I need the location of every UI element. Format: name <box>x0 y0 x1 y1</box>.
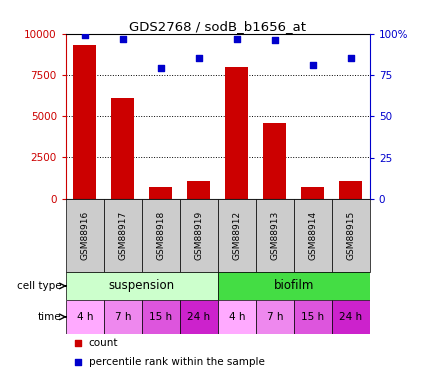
Point <box>272 38 278 44</box>
Point <box>196 56 202 62</box>
Text: GSM88916: GSM88916 <box>80 211 89 260</box>
Text: GSM88915: GSM88915 <box>346 211 355 260</box>
Text: 24 h: 24 h <box>187 312 210 322</box>
Bar <box>111 98 134 199</box>
Point <box>157 65 164 71</box>
Point <box>75 340 82 346</box>
Point <box>233 36 240 42</box>
Text: 4 h: 4 h <box>229 312 245 322</box>
Bar <box>294 199 332 272</box>
Bar <box>225 67 248 199</box>
Text: cell type: cell type <box>17 281 62 291</box>
Text: 7 h: 7 h <box>266 312 283 322</box>
Bar <box>180 300 218 334</box>
Bar <box>218 272 370 300</box>
Text: 7 h: 7 h <box>115 312 131 322</box>
Bar <box>332 300 370 334</box>
Text: GSM88914: GSM88914 <box>308 211 317 260</box>
Text: biofilm: biofilm <box>274 279 314 292</box>
Title: GDS2768 / sodB_b1656_at: GDS2768 / sodB_b1656_at <box>129 20 306 33</box>
Bar <box>104 199 142 272</box>
Text: time: time <box>38 312 62 322</box>
Text: GSM88918: GSM88918 <box>156 211 165 260</box>
Bar <box>332 199 370 272</box>
Text: 15 h: 15 h <box>149 312 173 322</box>
Bar <box>66 272 218 300</box>
Bar <box>180 199 218 272</box>
Bar <box>264 123 286 199</box>
Bar <box>104 300 142 334</box>
Text: GSM88912: GSM88912 <box>232 211 241 260</box>
Bar <box>66 199 104 272</box>
Bar <box>66 300 104 334</box>
Text: percentile rank within the sample: percentile rank within the sample <box>89 357 264 367</box>
Bar <box>339 181 362 199</box>
Bar <box>256 300 294 334</box>
Text: GSM88919: GSM88919 <box>194 211 203 260</box>
Bar <box>256 199 294 272</box>
Text: 15 h: 15 h <box>301 312 324 322</box>
Text: GSM88913: GSM88913 <box>270 211 279 260</box>
Bar <box>294 300 332 334</box>
Point <box>119 36 126 42</box>
Bar <box>218 300 256 334</box>
Text: 24 h: 24 h <box>339 312 363 322</box>
Text: suspension: suspension <box>109 279 175 292</box>
Point <box>309 62 316 68</box>
Bar <box>74 45 96 199</box>
Bar <box>142 300 180 334</box>
Text: 4 h: 4 h <box>76 312 93 322</box>
Bar <box>142 199 180 272</box>
Point <box>75 359 82 365</box>
Text: GSM88917: GSM88917 <box>118 211 127 260</box>
Bar <box>150 187 172 199</box>
Bar <box>187 181 210 199</box>
Point <box>347 56 354 62</box>
Text: count: count <box>89 338 118 348</box>
Bar <box>301 187 324 199</box>
Point <box>82 32 88 38</box>
Bar <box>218 199 256 272</box>
